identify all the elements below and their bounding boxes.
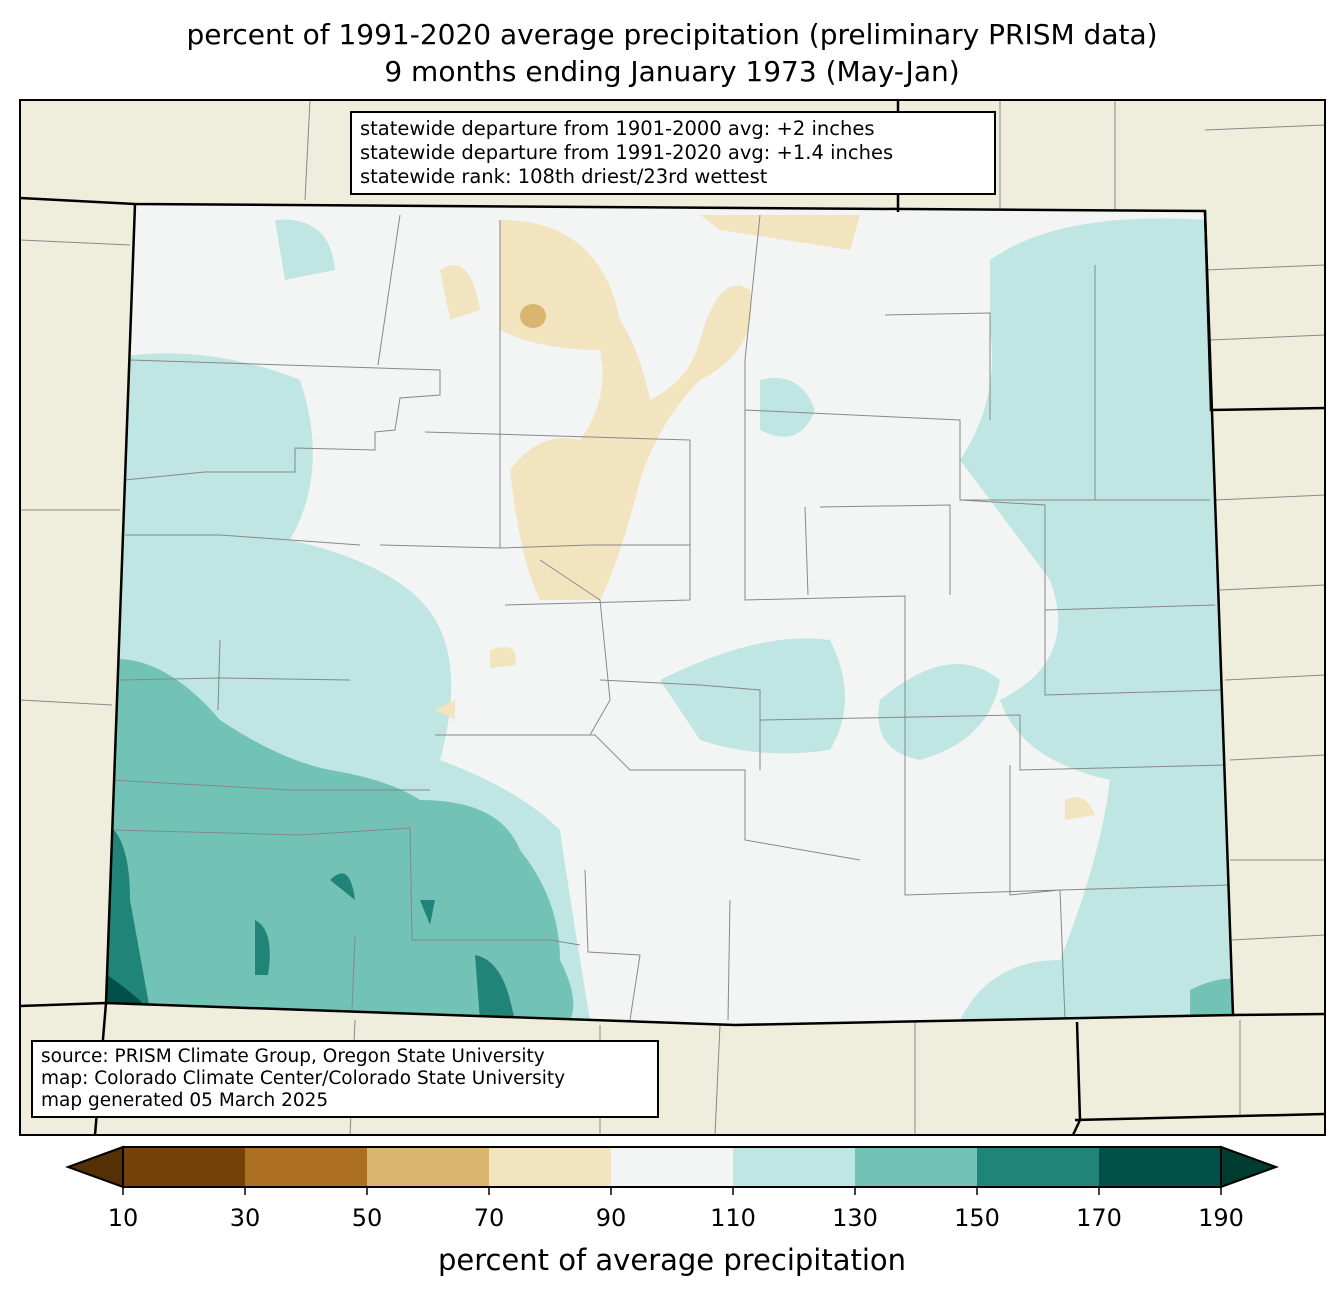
- source-line: source: PRISM Climate Group, Oregon Stat…: [41, 1046, 545, 1067]
- colorbar-segment: [855, 1147, 978, 1187]
- state-borders: [19, 100, 1326, 1136]
- title-line-2: 9 months ending January 1973 (May-Jan): [384, 55, 960, 88]
- colorbar-segment: [611, 1147, 734, 1187]
- stats-departure-1991-2020: statewide departure from 1991-2020 avg: …: [360, 141, 894, 164]
- colorbar-tick-label: 190: [1198, 1204, 1244, 1232]
- colorbar-tick-label: 10: [107, 1204, 139, 1232]
- precipitation-contours: [106, 215, 1233, 1020]
- colorbar-segment: [245, 1147, 368, 1187]
- statewide-stats-box: statewide departure from 1901-2000 avg: …: [350, 111, 996, 195]
- colorbar-tick-label: 30: [229, 1204, 261, 1232]
- colorbar-tick-label: 130: [832, 1204, 878, 1232]
- county-lines: [109, 214, 1231, 1021]
- colorbar-segment: [1099, 1147, 1222, 1187]
- colorbar-outline: [122, 1146, 1222, 1188]
- colorbar-over-arrow: [1220, 1145, 1279, 1189]
- colorbar-segment: [123, 1147, 246, 1187]
- colorbar-tick-label: 70: [473, 1204, 505, 1232]
- title-line-1: percent of 1991-2020 average precipitati…: [186, 18, 1158, 51]
- colorbar-segment: [733, 1147, 856, 1187]
- stats-departure-1901-2000: statewide departure from 1901-2000 avg: …: [360, 117, 875, 140]
- colorbar-tick-label: 50: [351, 1204, 383, 1232]
- stats-rank: statewide rank: 108th driest/23rd wettes…: [360, 165, 768, 188]
- map-credit-line: map: Colorado Climate Center/Colorado St…: [41, 1068, 566, 1089]
- colorbar: [65, 1145, 1279, 1195]
- colorbar-under-arrow: [65, 1145, 124, 1189]
- map-frame: [19, 99, 1326, 1136]
- colorbar-tick-label: 150: [954, 1204, 1000, 1232]
- colorbar-segment: [977, 1147, 1100, 1187]
- colorbar-label: percent of average precipitation: [437, 1243, 907, 1277]
- colorbar-tick-label: 110: [710, 1204, 756, 1232]
- colorbar-tick-label: 170: [1076, 1204, 1122, 1232]
- colorbar-segment: [489, 1147, 612, 1187]
- colorbar-tick-label: 90: [595, 1204, 627, 1232]
- source-box: source: PRISM Climate Group, Oregon Stat…: [31, 1040, 659, 1118]
- colorbar-segment: [367, 1147, 490, 1187]
- generated-date-line: map generated 05 March 2025: [41, 1090, 329, 1111]
